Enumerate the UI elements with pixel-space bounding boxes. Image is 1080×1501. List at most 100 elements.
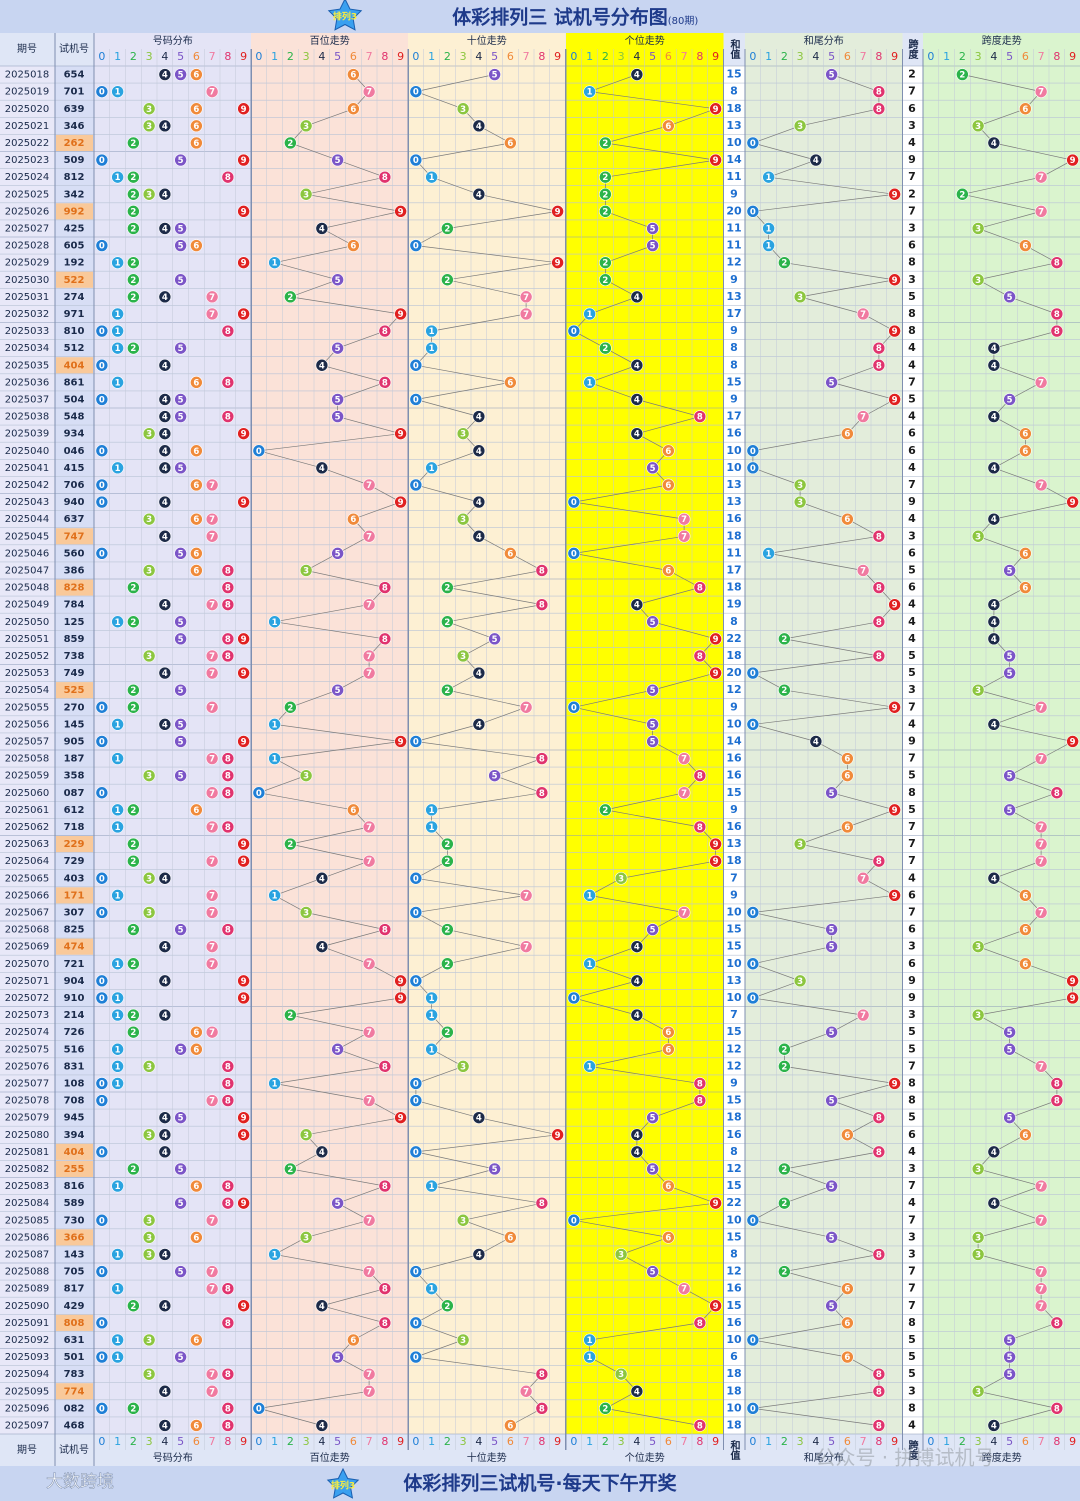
issue: 2025038 xyxy=(5,412,50,423)
ball-digit: 1 xyxy=(115,378,121,388)
ball xyxy=(1003,649,1016,663)
digit-header: 8 xyxy=(875,50,882,63)
ball xyxy=(841,1350,854,1364)
ball xyxy=(221,1402,235,1415)
ball xyxy=(409,1350,423,1364)
ball-digit: 1 xyxy=(587,1062,593,1072)
ball-digit: 2 xyxy=(130,1302,136,1312)
pair-highlight xyxy=(56,1314,93,1331)
ball xyxy=(205,649,219,663)
ball xyxy=(1003,1025,1016,1039)
ball-digit: 2 xyxy=(444,1028,450,1038)
ball xyxy=(1034,205,1048,218)
number: 108 xyxy=(64,1078,85,1089)
ball-digit: 7 xyxy=(366,857,372,867)
ball-digit: 8 xyxy=(1054,310,1060,320)
digit-header: 5 xyxy=(177,50,184,63)
ball-digit: 5 xyxy=(1007,1114,1013,1124)
ball xyxy=(111,324,124,338)
ball xyxy=(127,854,140,868)
ball-digit: 6 xyxy=(1022,430,1028,440)
span: 7 xyxy=(908,204,916,217)
ball xyxy=(127,1299,140,1313)
sum: 22 xyxy=(726,632,741,645)
ball xyxy=(111,803,124,817)
digit-header: 7 xyxy=(366,50,373,63)
ball xyxy=(1034,854,1048,868)
ball-digit: 5 xyxy=(178,276,184,286)
ball-digit: 4 xyxy=(476,413,482,423)
issue: 2025081 xyxy=(5,1147,50,1158)
ball xyxy=(872,615,886,629)
ball xyxy=(205,529,219,543)
ball xyxy=(888,393,901,406)
ball xyxy=(693,1419,707,1432)
ball xyxy=(825,786,838,800)
sum: 10 xyxy=(726,991,742,1004)
ball-digit: 6 xyxy=(1022,1131,1028,1141)
ball xyxy=(362,1384,376,1398)
ball-digit: 5 xyxy=(178,1165,184,1175)
ball xyxy=(472,119,486,133)
ball-digit: 8 xyxy=(697,1079,703,1089)
ball xyxy=(190,376,203,389)
ball xyxy=(693,649,707,663)
span: 7 xyxy=(908,752,916,765)
ball-digit: 5 xyxy=(178,635,184,645)
sum: 16 xyxy=(726,1282,742,1295)
ball xyxy=(221,1179,235,1193)
ball xyxy=(614,871,628,885)
span: 5 xyxy=(908,1350,916,1363)
ball-digit: 4 xyxy=(319,943,325,953)
ball-digit: 1 xyxy=(115,1045,121,1055)
ball-digit: 0 xyxy=(413,156,419,166)
digit-header: 6 xyxy=(350,50,357,63)
ball-digit: 9 xyxy=(241,669,247,679)
ball xyxy=(1034,837,1048,851)
ball xyxy=(888,803,901,817)
issue: 2025061 xyxy=(5,805,50,816)
trend-line xyxy=(962,74,1074,1426)
digit-header: 6 xyxy=(1022,50,1029,63)
ball xyxy=(441,222,454,235)
footer-logo-text: 排列3 xyxy=(331,1480,355,1492)
digit-header: 8 xyxy=(224,1435,231,1448)
section-label: 跨度走势 xyxy=(982,34,1022,47)
ball xyxy=(237,837,250,851)
ball xyxy=(221,410,235,423)
span: 7 xyxy=(908,170,916,183)
ball xyxy=(1066,735,1079,748)
ball xyxy=(1066,495,1079,509)
ball xyxy=(95,1077,109,1090)
ball-digit: 0 xyxy=(413,1079,419,1089)
ball-digit: 3 xyxy=(460,1336,466,1346)
issue: 2025035 xyxy=(5,360,50,371)
ball-digit: 4 xyxy=(476,190,482,200)
ball xyxy=(237,666,250,680)
ball xyxy=(1066,974,1079,988)
ball xyxy=(971,1384,985,1398)
ball-digit: 7 xyxy=(523,891,529,901)
digit-header: 1 xyxy=(943,1435,950,1448)
ball xyxy=(409,393,423,406)
number: 403 xyxy=(64,873,85,884)
ball-digit: 9 xyxy=(555,259,561,269)
digit-header: 5 xyxy=(177,1435,184,1448)
ball-digit: 4 xyxy=(162,1421,168,1431)
ball-digit: 5 xyxy=(178,1268,184,1278)
ball xyxy=(825,1179,838,1193)
ball-digit: 1 xyxy=(429,464,435,474)
ball-digit: 1 xyxy=(272,1250,278,1260)
ball-digit: 8 xyxy=(539,601,545,611)
span: 6 xyxy=(908,546,916,559)
ball-digit: 8 xyxy=(876,1148,882,1158)
ball xyxy=(709,102,722,116)
ball xyxy=(190,1179,203,1193)
ball-digit: 1 xyxy=(115,1011,121,1021)
sum: 16 xyxy=(726,1128,742,1141)
ball-digit: 8 xyxy=(876,1114,882,1124)
issue: 2025027 xyxy=(5,223,50,234)
ball-digit: 2 xyxy=(287,840,293,850)
sum: 11 xyxy=(726,221,741,234)
ball-digit: 2 xyxy=(602,173,608,183)
